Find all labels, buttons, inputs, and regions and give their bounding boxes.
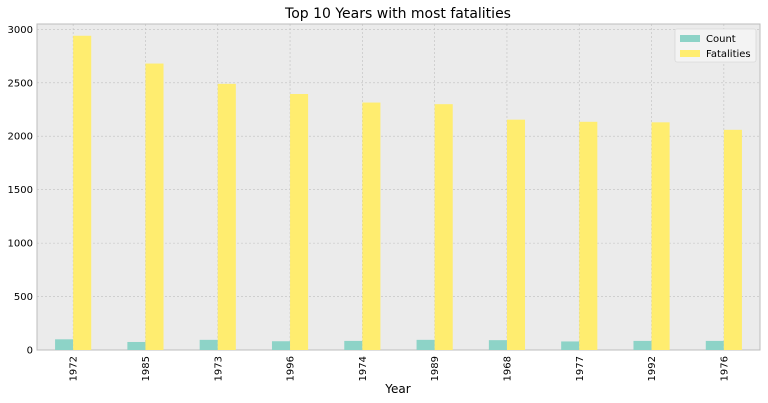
x-tick-label: 1974 — [358, 356, 369, 381]
x-tick-label: 1985 — [141, 356, 152, 381]
bar-count-1996 — [271, 341, 291, 350]
x-tick-label: 1972 — [69, 356, 80, 381]
y-tick-label: 2500 — [8, 78, 33, 89]
x-axis-label: Year — [384, 382, 410, 396]
legend: Count Fatalities — [674, 28, 757, 63]
legend-swatch-count — [680, 35, 700, 42]
bar-count-1974 — [344, 340, 363, 350]
bar-fatalities-1976 — [723, 129, 742, 350]
x-tick-label: 1968 — [502, 356, 513, 381]
bar-fatalities-1973 — [217, 83, 236, 350]
bar-count-1972 — [55, 339, 74, 350]
y-tick-label: 0 — [27, 346, 33, 357]
bar-count-1989 — [416, 339, 435, 350]
y-tick-label: 2000 — [8, 132, 33, 143]
bar-fatalities-1985 — [145, 63, 164, 350]
y-tick-label: 3000 — [8, 25, 33, 36]
y-tick-label: 500 — [14, 292, 33, 303]
legend-label-count: Count — [706, 34, 736, 45]
bar-fatalities-1968 — [506, 119, 526, 350]
bar-count-1992 — [633, 340, 652, 350]
legend-label-fatalities: Fatalities — [706, 49, 751, 60]
bar-fatalities-1974 — [362, 102, 381, 350]
legend-swatch-fatalities — [680, 50, 700, 57]
y-tick-label: 1500 — [8, 185, 33, 196]
x-tick-label: 1976 — [719, 356, 730, 381]
bar-fatalities-1972 — [73, 35, 92, 350]
bar-count-1977 — [561, 341, 580, 350]
bar-fatalities-1989 — [434, 104, 453, 350]
bar-fatalities-1992 — [651, 122, 670, 350]
x-tick-label: 1992 — [647, 356, 658, 381]
bar-count-1973 — [199, 339, 218, 350]
x-tick-label: 1977 — [575, 356, 586, 381]
y-axis-ticks: 0 500 1000 1500 2000 2500 3000 — [8, 25, 33, 357]
chart-title: Top 10 Years with most fatalities — [284, 6, 511, 22]
bars — [55, 35, 742, 351]
bar-count-1968 — [488, 340, 507, 350]
x-tick-label: 1973 — [213, 356, 224, 381]
bar-count-1976 — [705, 340, 724, 350]
bar-fatalities-1977 — [579, 121, 598, 350]
x-axis-ticks: 1972 1985 1973 1996 1974 1989 1968 1977 1992 1976 — [69, 356, 731, 381]
x-tick-label: 1989 — [430, 356, 441, 381]
bar-count-1985 — [127, 341, 146, 350]
y-tick-label: 1000 — [8, 239, 33, 250]
x-tick-label: 1996 — [286, 356, 297, 381]
bar-fatalities-1996 — [290, 94, 309, 351]
